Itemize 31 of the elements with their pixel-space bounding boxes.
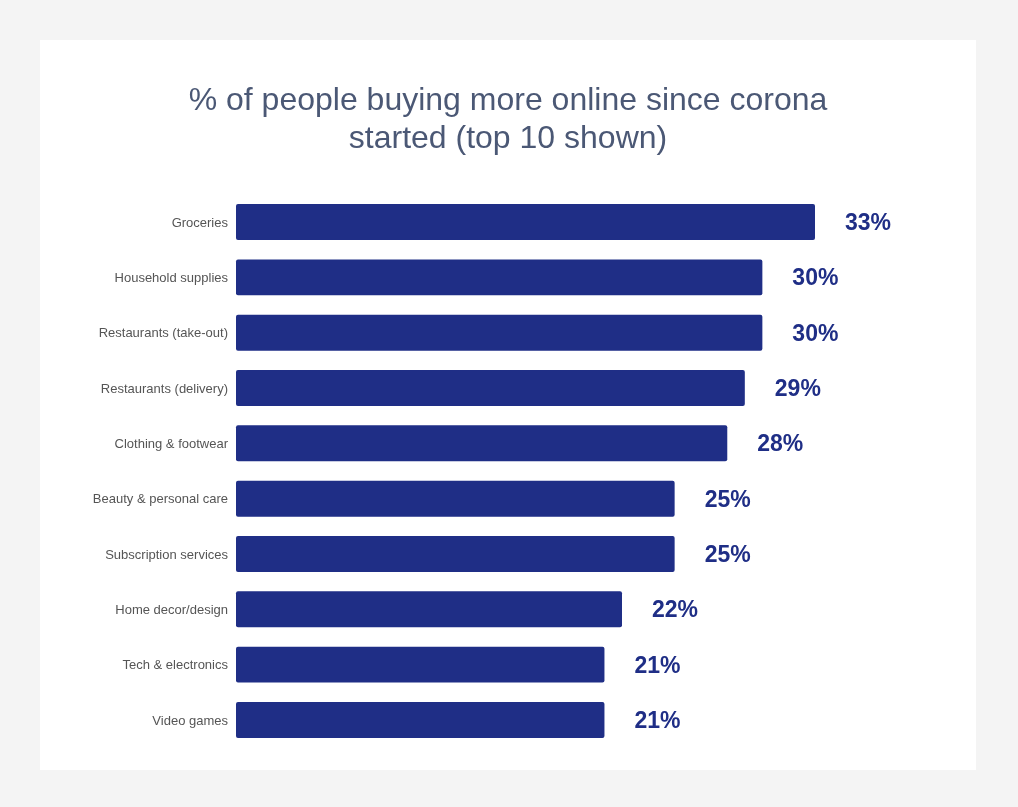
bar xyxy=(236,314,763,351)
data-label: 28% xyxy=(757,430,804,457)
bar xyxy=(236,370,745,406)
data-label: 33% xyxy=(845,209,892,236)
data-label: 21% xyxy=(634,651,681,678)
y-tick-label: Restaurants (take-out) xyxy=(98,325,228,341)
bar xyxy=(236,204,815,241)
y-tick-label: Restaurants (delivery) xyxy=(100,380,228,396)
bar xyxy=(236,591,622,628)
y-tick-label: Subscription services xyxy=(105,546,229,562)
data-label: 25% xyxy=(704,485,751,512)
y-tick-label: Video games xyxy=(152,712,229,728)
chart-title: % of people buying more online since corona started (top 10 shown) xyxy=(188,81,828,155)
data-label: 30% xyxy=(792,264,839,291)
bar xyxy=(236,480,675,517)
bar xyxy=(236,701,605,738)
data-label: 29% xyxy=(774,375,821,402)
y-tick-label: Beauty & personal care xyxy=(92,491,228,507)
data-label: 25% xyxy=(704,541,751,568)
bar xyxy=(236,646,605,683)
bar xyxy=(236,536,675,572)
data-label: 22% xyxy=(652,596,699,623)
data-label: 21% xyxy=(634,707,681,734)
y-tick-label: Clothing & footwear xyxy=(114,435,229,451)
data-label: 30% xyxy=(792,319,839,346)
y-tick-label: Tech & electronics xyxy=(122,657,229,673)
y-tick-label: Groceries xyxy=(171,214,229,230)
bar xyxy=(236,259,763,296)
y-tick-label: Home decor/design xyxy=(115,601,228,617)
y-tick-label: Household supplies xyxy=(114,269,229,285)
bar xyxy=(236,425,728,462)
